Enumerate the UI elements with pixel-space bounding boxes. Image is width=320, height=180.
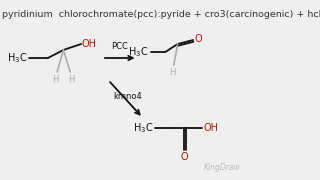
Text: H$_3$C: H$_3$C bbox=[7, 51, 28, 65]
Text: O: O bbox=[195, 34, 202, 44]
Text: PCC: PCC bbox=[111, 42, 128, 51]
Text: H: H bbox=[169, 68, 175, 77]
Text: H$_3$C: H$_3$C bbox=[132, 121, 153, 135]
Text: kmno4: kmno4 bbox=[114, 92, 142, 101]
Text: O: O bbox=[181, 152, 188, 162]
Text: KingDraw: KingDraw bbox=[204, 163, 241, 172]
Text: H$_3$C: H$_3$C bbox=[128, 45, 148, 59]
Text: OH: OH bbox=[203, 123, 218, 133]
Text: OH: OH bbox=[82, 39, 97, 49]
Text: H: H bbox=[68, 75, 74, 84]
Text: H: H bbox=[52, 75, 59, 84]
Text: pyridinium  chlorochromate(pcc):pyride + cro3(carcinogenic) + hcl: pyridinium chlorochromate(pcc):pyride + … bbox=[2, 10, 320, 19]
